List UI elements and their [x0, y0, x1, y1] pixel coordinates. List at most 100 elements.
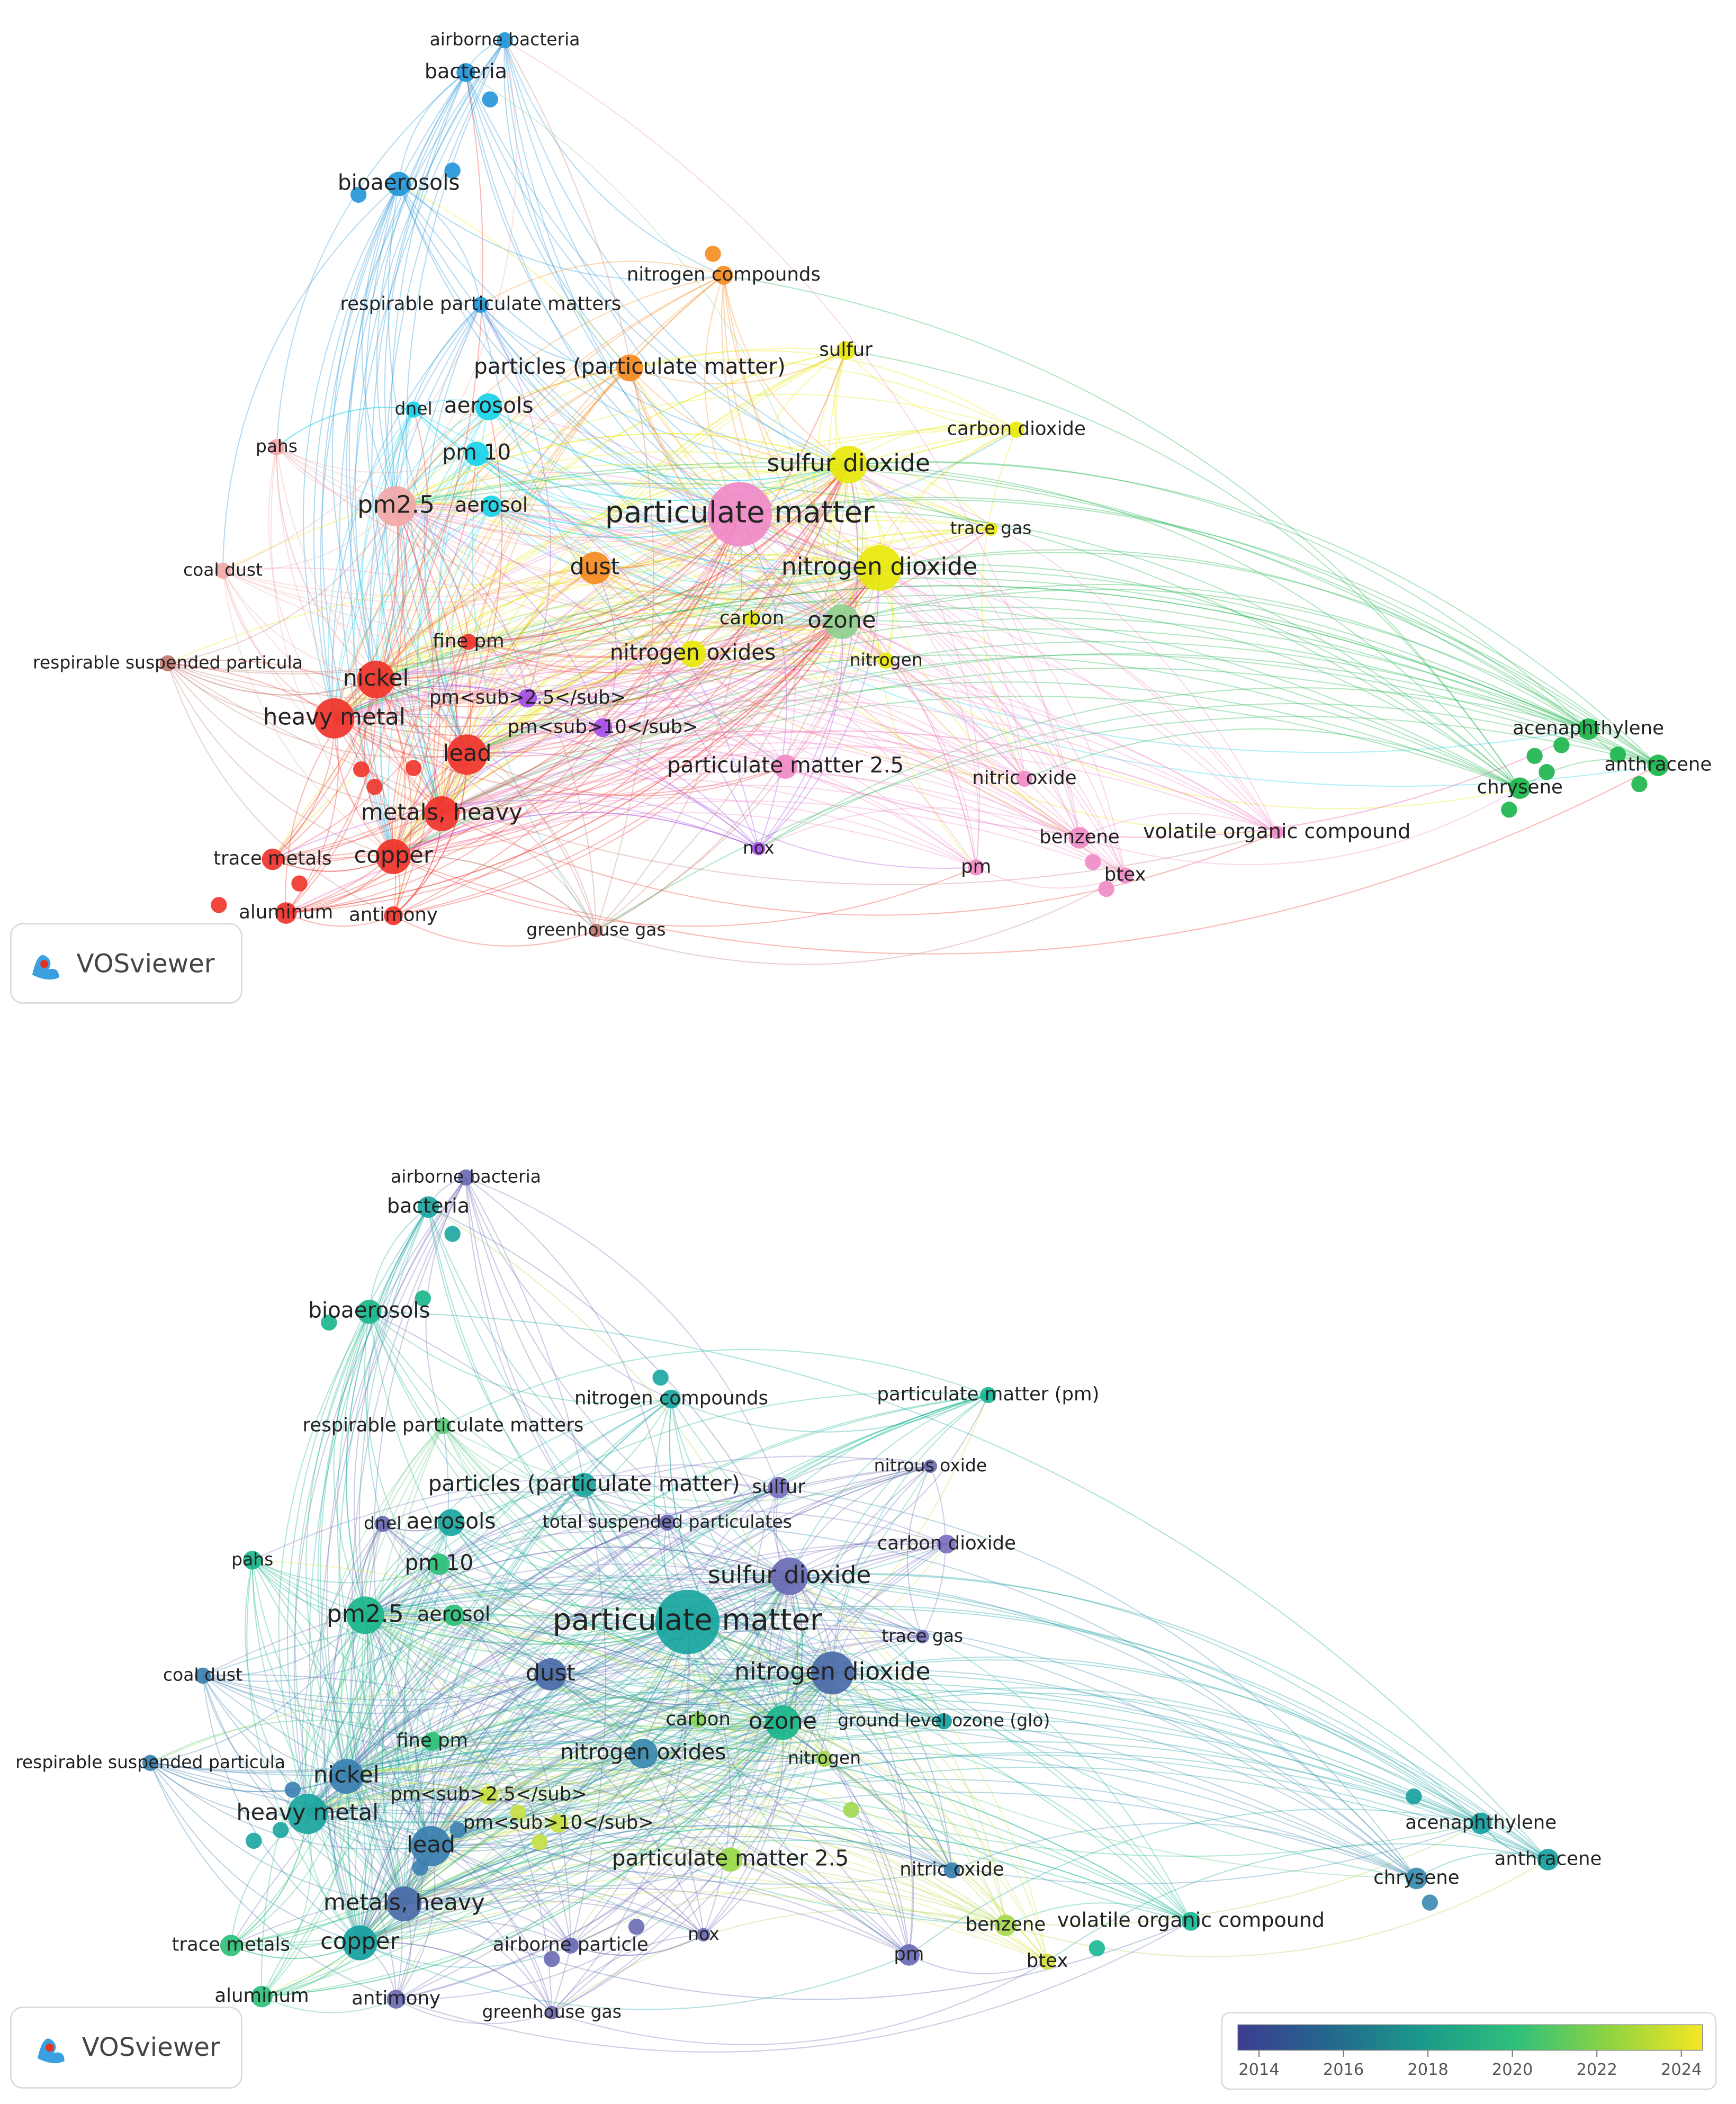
edge	[396, 506, 1080, 839]
node	[329, 1759, 364, 1794]
node	[357, 1299, 382, 1324]
edge	[687, 1606, 1481, 1824]
edge	[879, 567, 1126, 876]
edge	[393, 464, 849, 916]
edge	[438, 1531, 790, 1577]
edge	[307, 1576, 790, 1814]
logo-box[interactable]: VOSviewer	[10, 923, 242, 1004]
edge	[365, 1391, 988, 1616]
edge	[359, 1674, 551, 1943]
edge	[359, 1398, 672, 1943]
node-label: ozone	[749, 1708, 817, 1734]
edge	[443, 1425, 1417, 1879]
node	[1406, 1867, 1427, 1890]
edge	[346, 1522, 452, 1777]
node	[284, 1782, 301, 1798]
node	[268, 439, 285, 455]
edge	[432, 1722, 783, 1772]
edge	[252, 1560, 783, 1729]
edge	[393, 567, 595, 857]
node-label: trace gas	[882, 1625, 963, 1646]
edge	[375, 601, 1521, 789]
edge	[355, 40, 506, 680]
edge	[334, 693, 604, 729]
edge	[334, 464, 849, 719]
edge	[251, 1560, 704, 1936]
edge	[222, 570, 467, 756]
edge	[359, 1792, 1417, 1944]
edge	[359, 1672, 833, 1944]
edge	[438, 1563, 790, 1610]
node	[770, 1557, 808, 1595]
edge	[361, 1615, 431, 1847]
edge	[167, 514, 740, 675]
edge	[468, 528, 992, 658]
edge	[430, 1823, 1048, 1962]
edge	[365, 1615, 435, 1847]
edge	[395, 464, 849, 538]
edge	[643, 1576, 790, 1754]
edge	[491, 506, 740, 538]
edge	[307, 1783, 489, 1815]
edge	[361, 409, 414, 680]
edge	[320, 1311, 405, 1904]
edge	[596, 568, 880, 931]
edge	[365, 1510, 947, 1616]
edge	[332, 304, 481, 718]
edge	[365, 506, 397, 680]
edge	[150, 1762, 347, 1793]
edge	[272, 813, 442, 863]
edge	[441, 730, 1025, 814]
edge	[466, 275, 724, 755]
edge	[359, 1752, 1481, 1944]
edge	[375, 577, 1659, 766]
node	[968, 859, 984, 876]
edge	[396, 506, 1025, 779]
edge	[395, 506, 597, 931]
edge	[395, 1846, 436, 2000]
tick-label: 2014	[1238, 2061, 1279, 2079]
edge	[368, 1207, 429, 1312]
edge	[365, 1612, 699, 1721]
edge	[403, 1398, 672, 1904]
edge	[430, 1543, 947, 1847]
edge	[391, 72, 468, 755]
edge	[468, 589, 842, 643]
edge	[395, 506, 470, 642]
edge	[451, 1522, 833, 1674]
edges	[167, 40, 1659, 965]
node	[856, 545, 903, 591]
node	[291, 875, 308, 892]
edge	[441, 350, 847, 814]
edge	[365, 1606, 784, 1723]
edge	[467, 654, 1521, 789]
edge	[301, 1523, 383, 1814]
logo-box[interactable]: VOSviewer	[10, 2007, 242, 2089]
logo-text: VOSviewer	[82, 2033, 220, 2062]
edge	[346, 1722, 783, 1802]
node-label: airborne bacteria	[391, 1166, 541, 1187]
edge	[262, 1673, 833, 1998]
edge	[222, 506, 397, 572]
edge	[403, 304, 481, 814]
edge	[550, 1672, 833, 1705]
edge	[848, 424, 1017, 465]
node	[1553, 737, 1570, 753]
edge	[167, 582, 887, 664]
edge	[346, 1576, 790, 1777]
node-label: anthracene	[1605, 754, 1712, 776]
edge	[393, 797, 977, 868]
node-label: aerosols	[444, 392, 534, 418]
node	[422, 1732, 442, 1751]
edge	[687, 1621, 944, 1722]
edge	[285, 912, 394, 927]
node	[743, 610, 760, 627]
edge	[294, 1311, 370, 1944]
edge	[366, 1207, 429, 1524]
edge	[230, 1942, 361, 1959]
labels: airborne bacteria bacteria bioaerosols nitr…	[33, 29, 1712, 940]
edge	[150, 1763, 404, 1905]
edge	[359, 1920, 571, 1946]
node	[444, 162, 461, 179]
node-label: airborne bacteria	[430, 29, 580, 50]
